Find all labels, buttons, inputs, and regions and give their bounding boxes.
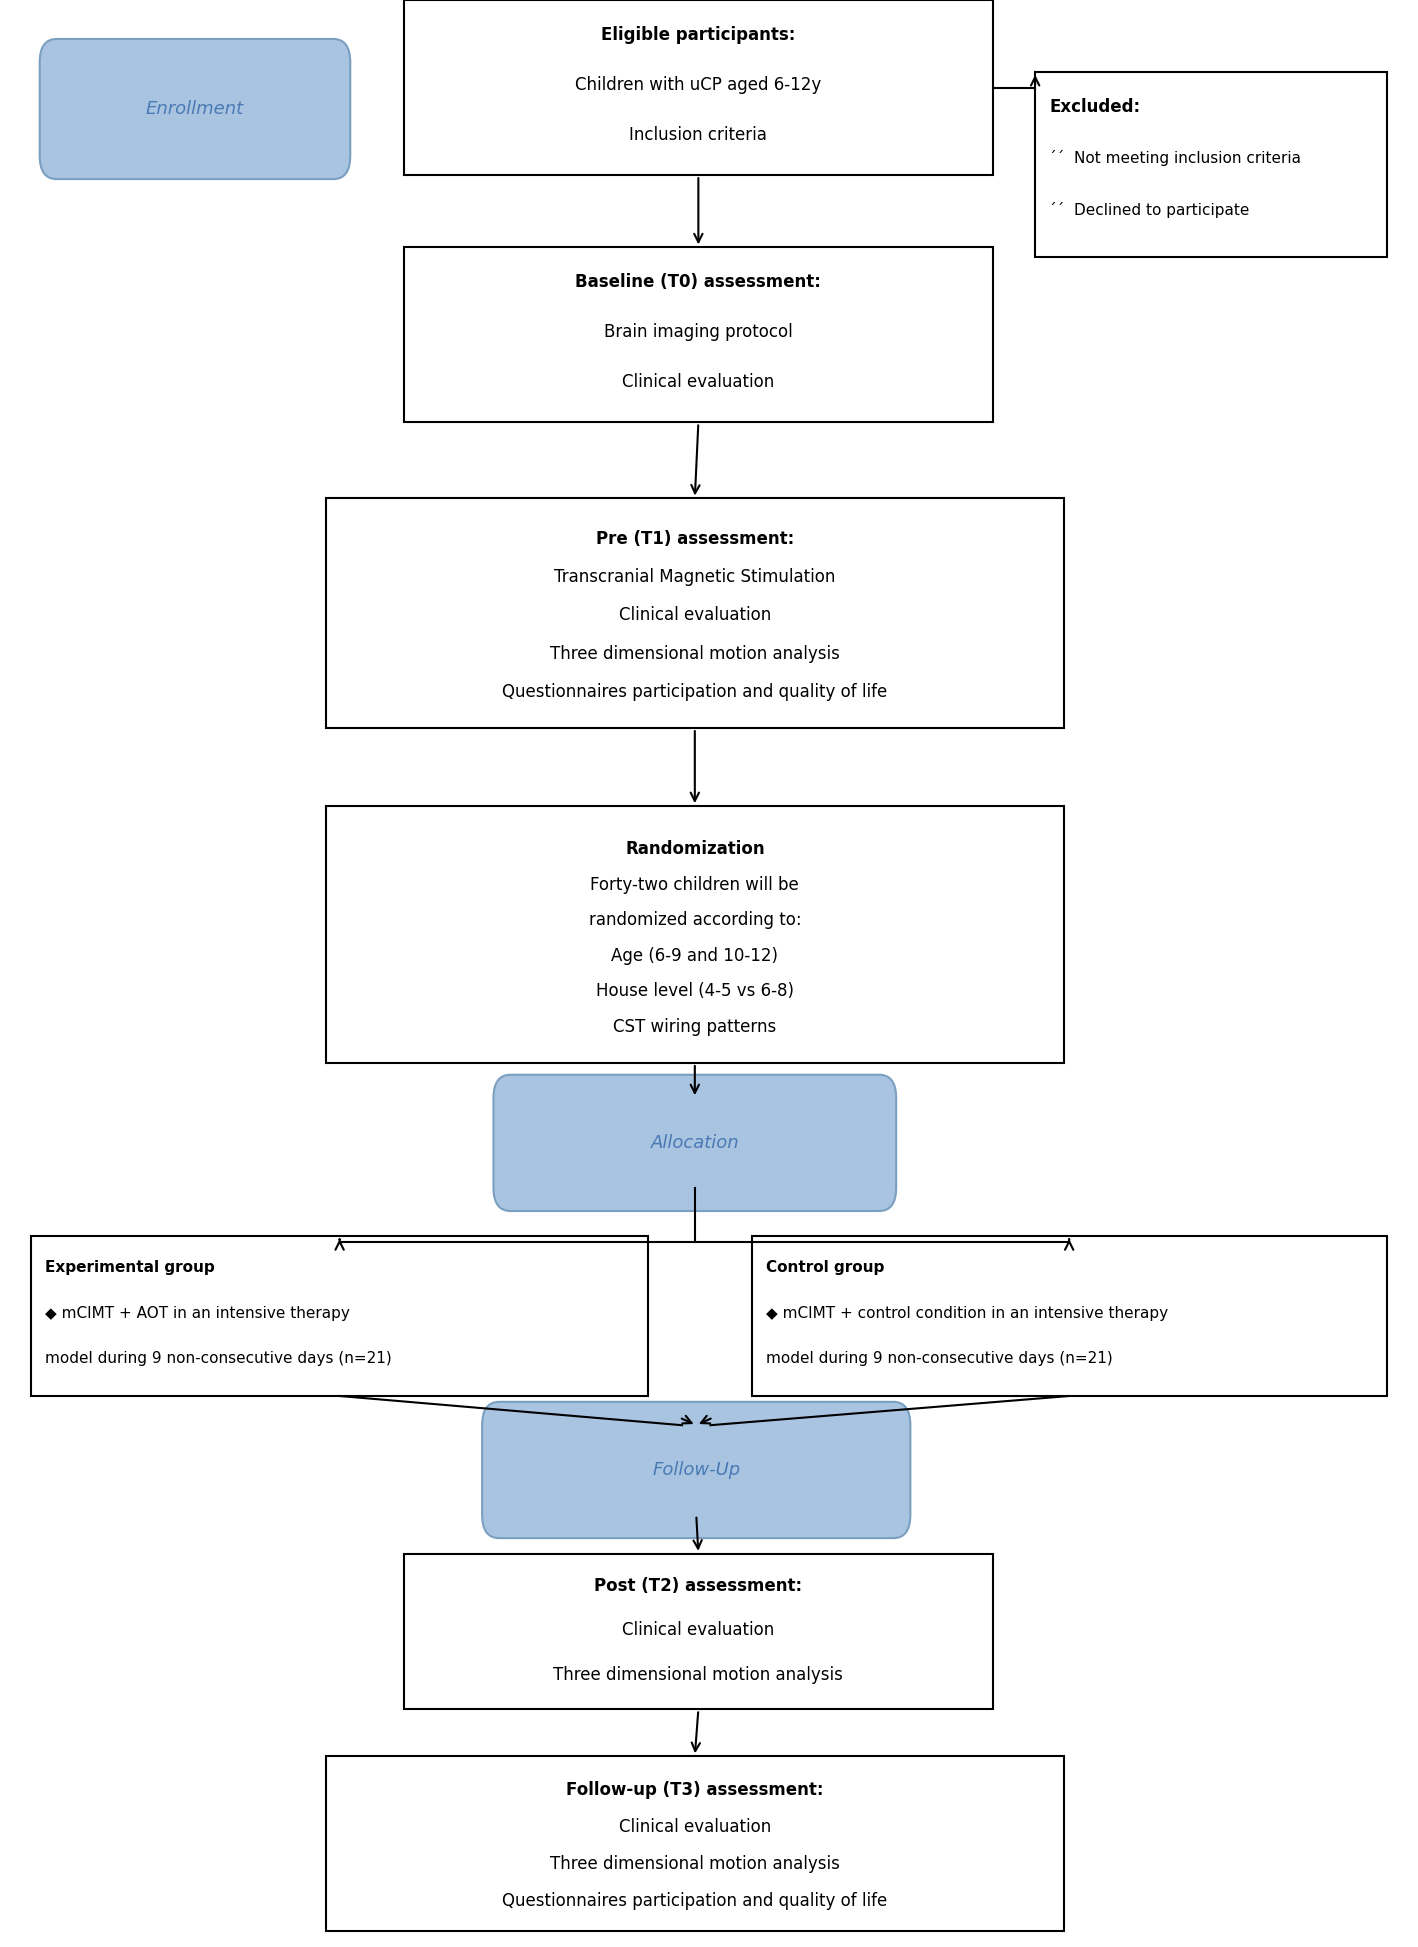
FancyBboxPatch shape [326, 806, 1064, 1063]
Text: ´´  Not meeting inclusion criteria: ´´ Not meeting inclusion criteria [1049, 150, 1302, 165]
FancyBboxPatch shape [40, 39, 350, 179]
Text: Questionnaires participation and quality of life: Questionnaires participation and quality… [502, 1892, 888, 1910]
FancyBboxPatch shape [31, 1236, 648, 1396]
FancyBboxPatch shape [482, 1402, 910, 1538]
Text: Children with uCP aged 6-12y: Children with uCP aged 6-12y [576, 76, 821, 93]
Text: ◆ mCIMT + control condition in an intensive therapy: ◆ mCIMT + control condition in an intens… [766, 1306, 1168, 1320]
FancyBboxPatch shape [1035, 72, 1387, 257]
FancyBboxPatch shape [752, 1236, 1387, 1396]
Text: Three dimensional motion analysis: Three dimensional motion analysis [550, 644, 839, 662]
Text: Eligible participants:: Eligible participants: [601, 25, 795, 45]
Text: Questionnaires participation and quality of life: Questionnaires participation and quality… [502, 683, 888, 701]
Text: model during 9 non-consecutive days (n=21): model during 9 non-consecutive days (n=2… [766, 1351, 1113, 1367]
FancyBboxPatch shape [326, 1756, 1064, 1931]
Text: Follow-Up: Follow-Up [652, 1460, 740, 1480]
Text: Pre (T1) assessment:: Pre (T1) assessment: [596, 530, 794, 547]
Text: Transcranial Magnetic Stimulation: Transcranial Magnetic Stimulation [554, 569, 835, 586]
Text: Allocation: Allocation [651, 1133, 739, 1153]
Text: Clinical evaluation: Clinical evaluation [618, 606, 771, 625]
FancyBboxPatch shape [404, 0, 993, 175]
Text: ´´  Declined to participate: ´´ Declined to participate [1049, 201, 1249, 218]
FancyBboxPatch shape [326, 498, 1064, 728]
Text: Three dimensional motion analysis: Three dimensional motion analysis [553, 1667, 844, 1684]
Text: Forty-two children will be: Forty-two children will be [590, 876, 800, 894]
Text: Clinical evaluation: Clinical evaluation [623, 374, 774, 391]
Text: Experimental group: Experimental group [45, 1260, 216, 1275]
FancyBboxPatch shape [493, 1075, 896, 1211]
Text: model during 9 non-consecutive days (n=21): model during 9 non-consecutive days (n=2… [45, 1351, 393, 1367]
Text: CST wiring patterns: CST wiring patterns [613, 1018, 777, 1036]
Text: House level (4-5 vs 6-8): House level (4-5 vs 6-8) [596, 981, 794, 1001]
Text: Excluded:: Excluded: [1049, 97, 1140, 117]
Text: Randomization: Randomization [625, 841, 764, 859]
Text: Brain imaging protocol: Brain imaging protocol [604, 323, 793, 341]
FancyBboxPatch shape [404, 1554, 993, 1709]
Text: Three dimensional motion analysis: Three dimensional motion analysis [550, 1855, 839, 1873]
Text: Inclusion criteria: Inclusion criteria [630, 127, 767, 144]
Text: ◆ mCIMT + AOT in an intensive therapy: ◆ mCIMT + AOT in an intensive therapy [45, 1306, 350, 1320]
FancyBboxPatch shape [404, 247, 993, 422]
Text: Clinical evaluation: Clinical evaluation [618, 1818, 771, 1836]
Text: Clinical evaluation: Clinical evaluation [623, 1622, 774, 1639]
Text: Post (T2) assessment:: Post (T2) assessment: [594, 1577, 803, 1595]
Text: Age (6-9 and 10-12): Age (6-9 and 10-12) [611, 946, 778, 966]
Text: Baseline (T0) assessment:: Baseline (T0) assessment: [576, 273, 821, 292]
Text: Enrollment: Enrollment [146, 99, 244, 119]
Text: Control group: Control group [766, 1260, 883, 1275]
Text: randomized according to:: randomized according to: [588, 911, 801, 929]
Text: Follow-up (T3) assessment:: Follow-up (T3) assessment: [566, 1782, 824, 1799]
